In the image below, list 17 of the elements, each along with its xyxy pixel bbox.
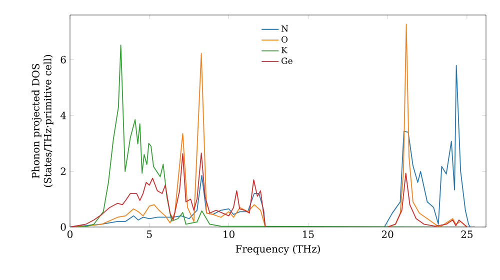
y-tick-label: 2 (60, 168, 66, 175)
y-tick-label: 4 (60, 112, 66, 120)
x-tick-label: 10 (224, 230, 234, 238)
legend-label: Ge (282, 58, 292, 64)
x-tick-label: 15 (303, 230, 314, 238)
x-tick-label: 0 (67, 230, 73, 238)
x-tick-label: 20 (382, 230, 394, 238)
y-tick-label: 6 (60, 56, 66, 64)
legend-label: K (282, 46, 288, 54)
line-series (70, 152, 476, 227)
x-tick-label: 25 (461, 230, 473, 238)
legend-label: N (281, 26, 288, 32)
x-tick-label: 5 (147, 230, 152, 238)
x-axis-title: Frequency (THz) (236, 244, 320, 255)
y-tick-label: 0 (60, 223, 66, 231)
legend-label: O (282, 36, 288, 43)
y-axis-title: Phonon projected DOS (States/THz·primitive cell) (32, 55, 54, 187)
